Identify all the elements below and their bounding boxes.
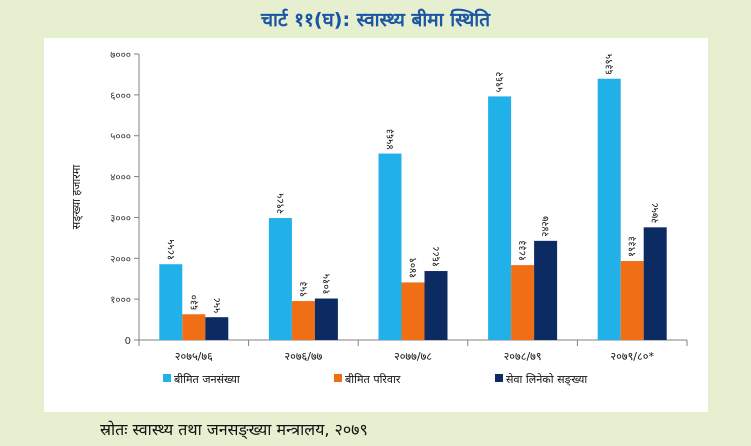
legend-label: बीमित जनसंख्या [174,373,240,386]
x-tick-label: २०७६/७७ [284,350,322,363]
data-label: १४०९ [408,258,419,279]
x-tick-label: २०७८/७९ [504,350,542,363]
bar [268,218,292,340]
bar [401,282,425,340]
chart-title: चार्ट ११(घ): स्वास्थ्य बीमा स्थिति [260,9,491,31]
chart-axes: 0 १००० २००० ३००० ४००० ५००० ६००० ७००० सङ्ख्या हजा… [70,50,688,363]
data-label: २४२७ [541,216,552,237]
data-label: ६३९५ [604,54,615,75]
y-tick-label: २००० [110,254,131,265]
source-note: स्रोतः स्वास्थ्य तथा जनसङ्ख्या मन्त्रालय… [100,420,368,439]
y-axis-title: सङ्ख्या हजारमा [70,165,83,230]
data-label: १६८८ [431,246,442,267]
data-label: २७५८ [650,203,661,224]
bar [159,264,183,340]
data-label: ५५८ [212,298,223,314]
legend-label: सेवा लिनेको सङ्ख्या [506,373,587,386]
bar [511,265,535,340]
bar [182,314,206,340]
data-label: ५९६२ [495,72,506,93]
bar [378,153,402,340]
data-label: १०१५ [321,274,332,295]
bar [205,317,229,340]
data-label: ९५३ [298,281,309,297]
x-tick-label: २०७७/७८ [394,350,432,363]
bar [534,240,558,340]
x-tick-label: २०७९/८०* [610,350,654,363]
data-label: २९८५ [275,193,286,214]
chart-panel: 0 १००० २००० ३००० ४००० ५००० ६००० ७००० सङ्ख्या हजा… [44,38,708,412]
y-tick-label: ७००० [110,50,131,61]
y-tick-label: १००० [110,295,131,306]
x-tick-label: २०७५/७६ [175,350,213,363]
legend-swatch [334,374,342,382]
bar [291,301,315,340]
y-tick-label: ४००० [110,173,131,184]
data-label: ४५६३ [385,129,396,150]
data-label: १९३३ [627,236,638,257]
legend-swatch [495,374,503,382]
bar [424,271,448,340]
y-tick-label: ३००० [110,213,131,224]
y-tick-label: 0 [125,336,131,347]
legend-swatch [163,374,171,382]
bar [643,227,667,340]
chart-data-labels: १८५५ ६३० ५५८ २९८५ ९५३ १०१५ ४५६३ १४०९ १६८८ ५९६२ १८३… [166,54,661,313]
bar [488,96,512,340]
bar [597,78,621,340]
bar [620,261,644,340]
y-tick-label: ६००० [110,91,131,102]
bar-chart: 0 १००० २००० ३००० ४००० ५००० ६००० ७००० सङ्ख्या हजा… [70,50,688,386]
data-label: १८३३ [518,240,529,261]
y-tick-label: ५००० [110,132,131,143]
chart-bars [159,78,667,340]
chart-legend: बीमित जनसंख्या बीमित परिवार सेवा लिनेको सङ… [163,373,587,386]
data-label: १८५५ [166,239,177,260]
data-label: ६३० [189,295,200,311]
legend-label: बीमित परिवार [345,373,401,386]
bar [314,298,338,340]
